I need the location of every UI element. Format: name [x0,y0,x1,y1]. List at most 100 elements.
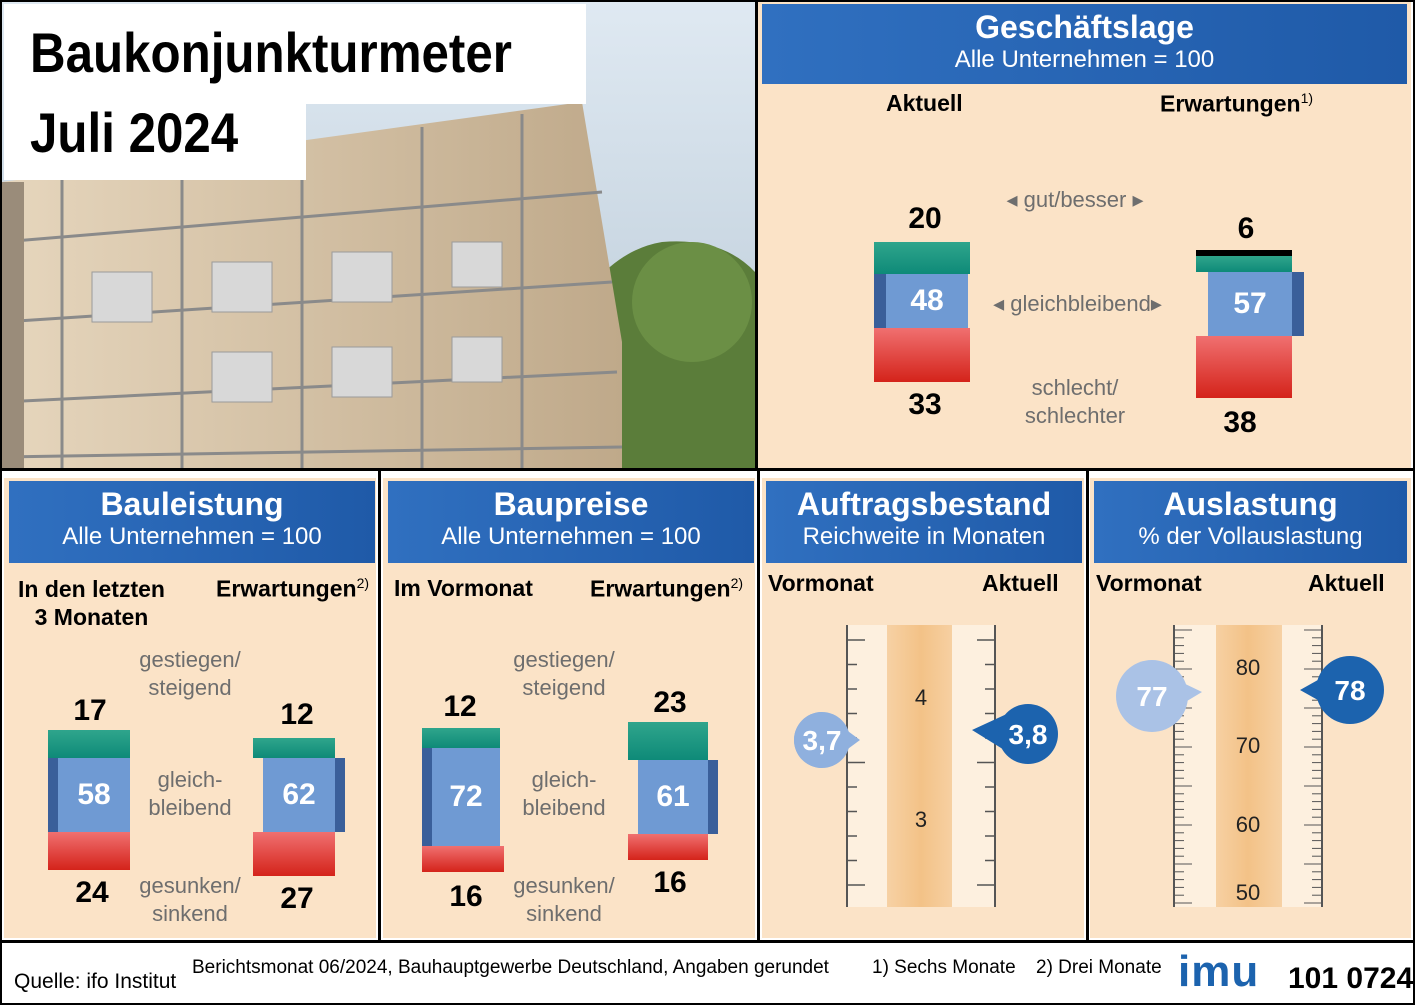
bauleistung-footnote-mark: 2) [356,575,370,591]
gl-aktuell-same-bar: 48 [874,274,968,328]
gl-erw-bad-bar [1196,336,1292,398]
bauleistung-col-right: Erwartungen2) [216,575,369,603]
bauleistung-header: Bauleistung Alle Unternehmen = 100 [9,481,375,563]
bp-left-down-value: 16 [449,880,483,913]
geschaeftslage-title: Geschäftslage [975,9,1194,45]
al-tick-50: 50 [1236,880,1260,905]
title-box [4,4,586,104]
bauleistung-title: Bauleistung [100,486,284,522]
auftragsbestand-title: Auftragsbestand [796,486,1052,522]
bauleistung-col-left: In den letzten 3 Monaten [18,576,165,630]
al-aktuell-value: 78 [1334,675,1365,706]
bl-label-up: gestiegen/ steigend [139,647,241,700]
al-vormonat-value: 77 [1136,681,1167,712]
geschaeftslage-col-left: Aktuell [886,90,963,116]
bauleistung-col-right-text: Erwartungen [216,575,357,602]
gl-erw-bad-value: 38 [1223,406,1257,439]
bauleistung-subtitle: Alle Unternehmen = 100 [62,523,322,550]
al-tick-60: 60 [1236,812,1260,837]
divider-horizontal [0,468,1415,471]
auslastung-col-right: Aktuell [1308,570,1385,596]
imu-logo: imu [1178,947,1260,996]
al-tick-70: 70 [1236,733,1260,758]
divider-footer [0,940,1415,943]
al-vormonat-marker: 77 [1116,660,1202,732]
auftragsbestand-subtitle: Reichweite in Monaten [802,523,1046,550]
al-aktuell-marker: 78 [1300,656,1384,724]
bp-left-down-bar [422,846,504,872]
auslastung-subtitle: % der Vollauslastung [1138,523,1363,550]
gl-aktuell-good-value: 20 [908,202,942,235]
auftragsbestand-header: Auftragsbestand Reichweite in Monaten [766,481,1082,563]
baupreise-col-right: Erwartungen2) [590,575,743,603]
geschaeftslage-col-right: Erwartungen1) [1160,90,1313,118]
gl-label-same-text: gleichbleibend [1010,291,1151,316]
baupreise-subtitle: Alle Unternehmen = 100 [441,523,701,550]
bl-left-down-bar [48,832,130,870]
title-box-lower [4,100,306,180]
baupreise-col-left: Im Vormonat [394,575,533,601]
footer-note: Berichtsmonat 06/2024, Bauhauptgewerbe D… [192,957,829,978]
gl-aktuell-bad-value: 33 [908,388,942,421]
bp-label-up: gestiegen/ steigend [513,647,615,700]
geschaeftslage-col-right-text: Erwartungen [1160,90,1301,117]
divider-vertical-top [755,0,758,470]
bl-left-down-value: 24 [75,876,109,909]
gl-label-good-text: gut/besser [1023,187,1127,212]
auslastung-gauge: 80 70 60 50 77 78 [1116,625,1384,907]
ab-tick-3: 3 [915,807,927,832]
geschaeftslage-footnote-mark: 1) [1300,90,1314,106]
ab-aktuell-marker: 3,8 [972,704,1058,764]
bp-right-down-value: 16 [653,866,687,899]
bl-left-same-bar: 58 [48,758,130,832]
gl-erw-good-value: 6 [1237,212,1255,245]
bl-left-up-value: 17 [73,694,107,727]
divider-2 [757,470,760,940]
al-tick-80: 80 [1236,655,1260,680]
auftragsbestand-col-left: Vormonat [768,570,874,596]
footer-fn2: 2) Drei Monate [1036,957,1162,978]
bl-right-down-bar [253,832,335,876]
bp-label-down: gesunken/ sinkend [513,873,615,926]
auslastung-col-left: Vormonat [1096,570,1202,596]
bl-right-up-value: 12 [280,698,314,731]
title-line-1: Baukonjunkturmeter [30,21,512,84]
ab-aktuell-value: 3,8 [1009,719,1048,750]
geschaeftslage-subtitle: Alle Unternehmen = 100 [954,46,1215,73]
bp-right-up-value: 23 [653,686,687,719]
bl-right-same-bar: 62 [263,758,345,832]
ab-tick-4: 4 [915,685,927,710]
bl-label-same: gleich- bleibend [148,767,232,820]
geschaeftslage-header: Geschäftslage Alle Unternehmen = 100 [762,4,1407,84]
baupreise-col-right-text: Erwartungen [590,575,731,602]
gl-aktuell-good-bar [874,242,970,274]
baupreise-title: Baupreise [493,486,649,522]
footer-fn1: 1) Sechs Monate [872,957,1016,978]
bl-right-down-value: 27 [280,882,314,915]
bp-right-same-bar: 61 [638,760,718,834]
gl-label-bad: schlecht/ schlechter [1024,375,1126,428]
gl-label-good: ◂ gut/besser ▸ [1006,187,1144,212]
bp-left-up-value: 12 [443,690,477,723]
bl-label-down: gesunken/ sinkend [139,873,241,926]
auftragsbestand-col-right: Aktuell [982,570,1059,596]
gl-erw-same-bar: 57 [1208,272,1304,336]
footer-code: 101 0724 [1288,962,1414,995]
ab-vormonat-marker: 3,7 [794,712,860,768]
bp-left-up-bar [422,728,500,748]
divider-3 [1086,470,1089,940]
bp-right-down-bar [628,834,708,860]
ab-vormonat-value: 3,7 [803,725,842,756]
bp-label-same: gleich- bleibend [522,767,606,820]
gl-erw-good-bar [1196,250,1292,272]
footer-source: Quelle: ifo Institut [14,970,177,993]
bp-right-up-bar [628,722,708,760]
baupreise-footnote-mark: 2) [730,575,744,591]
bl-left-up-bar [48,730,130,758]
gl-aktuell-bad-bar [874,328,970,382]
bl-right-up-bar [253,738,335,758]
auslastung-header: Auslastung % der Vollauslastung [1094,481,1407,563]
divider-1 [378,470,381,940]
title-line-2: Juli 2024 [30,101,239,164]
